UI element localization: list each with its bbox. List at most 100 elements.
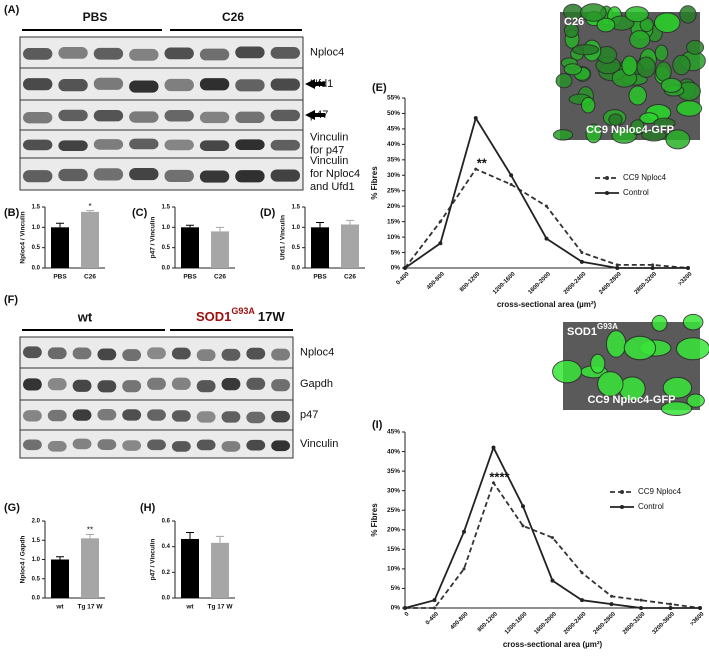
y-tick-label: 1.0: [32, 225, 41, 231]
bar: [51, 559, 69, 598]
blot-band: [235, 111, 265, 124]
y-tick-label: 15%: [387, 546, 400, 553]
point: [492, 481, 495, 485]
y-tick-label: 55%: [387, 95, 400, 102]
fibre: [629, 30, 651, 50]
x-axis-title: cross-sectional area (µm²): [497, 300, 597, 309]
point: [545, 204, 548, 208]
point: [639, 598, 643, 602]
significance: **: [87, 526, 93, 535]
y-axis-title: Nploc4 / Gapdh: [20, 536, 27, 584]
point: [550, 578, 555, 583]
blot-row-label: Vinculin: [300, 438, 338, 450]
blot-band: [97, 348, 117, 361]
group-label: PBS: [83, 10, 108, 24]
blot-band: [47, 441, 67, 452]
point: [651, 263, 655, 267]
fibre: [682, 313, 704, 331]
x-tick-label: Tg 17 W: [78, 604, 104, 611]
error-bar: [316, 221, 324, 228]
blot-band: [129, 111, 159, 123]
blot-band: [199, 78, 230, 91]
blot-band: [93, 77, 124, 90]
blot-band: [72, 347, 92, 360]
fibre: [563, 63, 582, 76]
fibre: [580, 3, 607, 22]
fibre: [675, 337, 709, 361]
error-bar: [186, 224, 194, 228]
blot-row-label: for Nploc4: [310, 168, 360, 180]
legend-label: Control: [623, 188, 649, 197]
blot-band: [171, 347, 191, 360]
x-tick-label: 1200-1600: [504, 611, 529, 636]
x-tick-label: PBS: [313, 274, 327, 281]
legend-label: Control: [638, 502, 664, 511]
point: [639, 606, 643, 610]
fibre: [686, 39, 705, 55]
blot-band: [164, 47, 194, 60]
blot-band: [97, 409, 117, 421]
blot-band: [58, 47, 88, 59]
x-tick-label: 2400-2800: [598, 271, 623, 296]
group-label: wt: [77, 309, 93, 324]
blot-band: [271, 348, 290, 361]
x-tick-label: wt: [185, 604, 194, 611]
error-bar: [56, 222, 64, 228]
y-tick-label: 1.5: [32, 205, 41, 211]
blot-band: [122, 380, 142, 393]
point: [609, 602, 614, 607]
x-tick-label: 0: [404, 611, 411, 618]
fibre: [654, 44, 669, 62]
blot-band: [23, 378, 42, 391]
blot-band: [23, 170, 53, 183]
fibre: [653, 117, 676, 129]
blot-band: [196, 349, 216, 362]
fibre: [611, 127, 637, 144]
error-bar: [216, 226, 224, 232]
blot-band: [270, 78, 300, 91]
blot-band: [270, 47, 300, 59]
point: [580, 571, 584, 575]
blot-band: [171, 441, 191, 452]
blot-band: [199, 48, 230, 61]
blot-row-label: p47: [300, 409, 318, 421]
y-axis-title: p47 / Vinculin: [150, 539, 157, 581]
point: [509, 173, 514, 178]
blot-band: [246, 347, 266, 360]
fibre: [585, 123, 602, 144]
x-tick-label: 0-400: [395, 271, 411, 287]
fibre: [630, 119, 645, 136]
blot-band: [129, 167, 159, 181]
x-tick-label: 2400-2800: [592, 611, 617, 636]
y-tick-label: 0.5: [292, 245, 301, 251]
y-tick-label: 0.5: [32, 245, 41, 251]
blot-band: [47, 409, 67, 422]
panel-label: (G): [4, 502, 20, 514]
blot-band: [199, 111, 230, 124]
blot-band: [196, 411, 216, 423]
blot-band: [47, 347, 67, 360]
fibre: [608, 113, 623, 126]
series-line: [404, 445, 700, 609]
y-tick-label: 0.5: [32, 576, 41, 582]
legend-label: CC9 Nploc4: [638, 487, 682, 496]
blot-band: [199, 140, 230, 151]
fibre: [623, 335, 657, 361]
x-tick-label: 800-1200: [459, 271, 482, 294]
legend-marker: [605, 176, 609, 180]
x-tick-label: PBS: [53, 274, 67, 281]
fibre: [605, 330, 627, 358]
point: [668, 606, 673, 610]
inset-label-part: G93A: [597, 322, 618, 331]
y-tick-label: 1.0: [162, 225, 171, 231]
blot-band: [93, 47, 124, 60]
point: [686, 266, 690, 270]
y-tick-label: 0.0: [162, 596, 171, 602]
point: [438, 220, 442, 224]
panel-label: (E): [372, 82, 387, 94]
inset-label: SOD1G93A: [567, 322, 618, 338]
x-tick-label: Tg 17 W: [208, 604, 234, 611]
group-label: SOD1G93A 17W: [196, 306, 285, 324]
error-bar: [86, 533, 94, 539]
